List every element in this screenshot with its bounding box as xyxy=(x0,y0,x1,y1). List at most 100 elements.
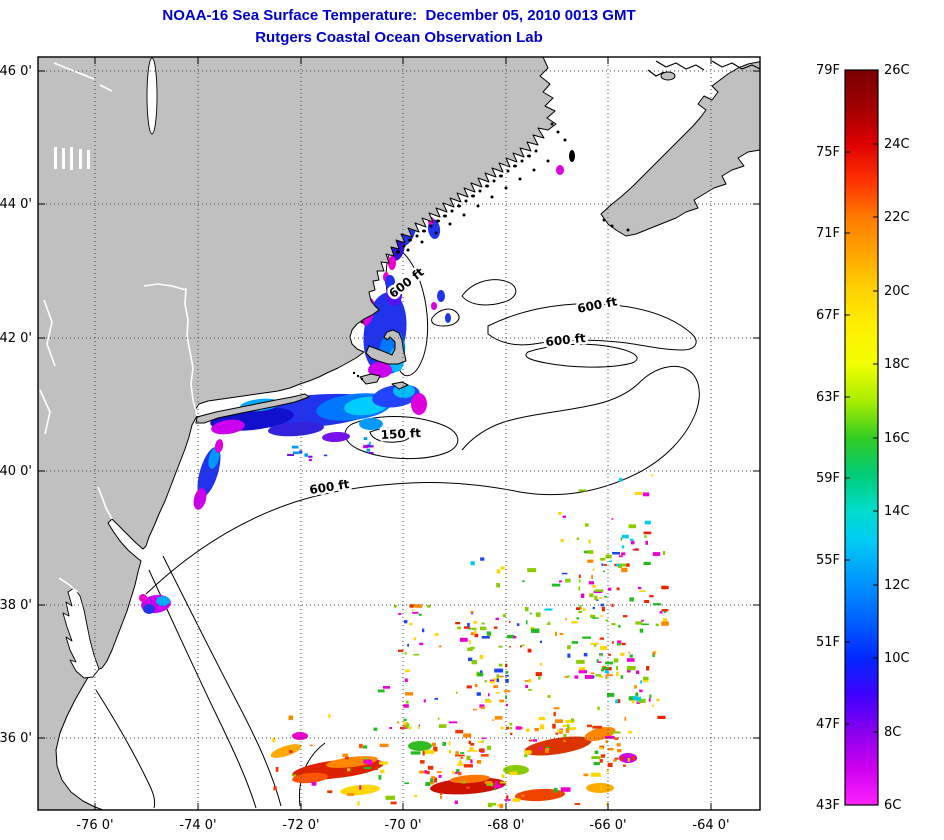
land-masses xyxy=(38,57,760,810)
island-dot xyxy=(490,195,494,199)
colorbar-f-label: 71F xyxy=(816,226,840,241)
sst-patch xyxy=(359,418,383,430)
finger-lake xyxy=(70,147,73,170)
sst-patch xyxy=(193,488,207,510)
island-dot xyxy=(563,138,567,142)
lake-champlain xyxy=(146,57,158,135)
island-dot xyxy=(360,377,364,381)
island-dot xyxy=(518,177,522,181)
colorbar-c-label: 10C xyxy=(884,651,910,666)
sst-patch xyxy=(445,313,451,323)
sst-patch xyxy=(214,439,224,453)
island-dot xyxy=(546,159,550,163)
colorbar-c-label: 20C xyxy=(884,284,910,299)
sst-patch xyxy=(388,256,396,270)
x-axis-labels: -76 0' -74 0' -72 0' -70 0' -68 0' -66 0' -64 … xyxy=(76,818,729,833)
coastline-fragment xyxy=(711,60,760,70)
island-dot xyxy=(506,169,510,173)
island-dot xyxy=(626,228,630,232)
x-tick-label: -64 0' xyxy=(692,818,729,833)
colorbar-ticks xyxy=(845,69,878,806)
colorbar-f-label: 63F xyxy=(816,390,840,405)
latlon-grid xyxy=(38,57,760,810)
x-tick-label: -66 0' xyxy=(589,818,626,833)
contour-depth-label: 150 ft xyxy=(380,426,421,442)
island-dot xyxy=(457,204,461,208)
island-dot xyxy=(485,184,489,188)
colorbar-c-label: 16C xyxy=(884,431,910,446)
island-dot xyxy=(443,214,447,218)
colorbar-f-label: 55F xyxy=(816,553,840,568)
y-axis-labels: 46 0' 44 0' 42 0' 40 0' 38 0' 36 0' xyxy=(0,64,32,746)
y-tick-label: 46 0' xyxy=(0,64,32,79)
river xyxy=(99,84,113,92)
x-tick-label: -74 0' xyxy=(179,818,216,833)
island-dot xyxy=(415,234,419,238)
x-tick-label: -76 0' xyxy=(76,818,113,833)
finger-lake xyxy=(54,147,57,169)
map-title: NOAA-16 Sea Surface Temperature: Decembe… xyxy=(162,7,636,24)
sst-patch xyxy=(156,596,170,606)
colorbar-c-label: 12C xyxy=(884,578,910,593)
y-tick-label: 42 0' xyxy=(0,331,32,346)
bathymetry-contours xyxy=(95,245,700,809)
island-dot xyxy=(436,219,440,223)
island-dot xyxy=(420,240,424,244)
island-dot xyxy=(429,224,433,228)
map-subtitle: Rutgers Coastal Ocean Observation Lab xyxy=(255,29,543,46)
island-dot xyxy=(527,154,531,158)
sst-patch xyxy=(340,784,380,796)
y-tick-label: 38 0' xyxy=(0,598,32,613)
colorbar-f-label: 47F xyxy=(816,717,840,732)
island-dot xyxy=(434,231,438,235)
river xyxy=(39,389,51,435)
island-dot xyxy=(464,199,468,203)
island-dot xyxy=(556,130,560,134)
island-dot xyxy=(462,213,466,217)
sst-patch xyxy=(385,275,395,289)
sst-patch xyxy=(139,594,147,602)
colorbar-gradient xyxy=(844,69,879,806)
sst-patch xyxy=(292,732,308,740)
sst-patch xyxy=(386,284,402,306)
sst-patch xyxy=(292,772,328,784)
nova-scotia xyxy=(600,61,760,237)
island-dot xyxy=(492,179,496,183)
sst-patch xyxy=(586,783,614,793)
potomac-river xyxy=(58,577,79,593)
island-dot xyxy=(450,209,454,213)
cape-cod xyxy=(365,329,407,365)
y-tick-label: 40 0' xyxy=(0,464,32,479)
delaware-river xyxy=(97,486,113,520)
sst-patch xyxy=(368,362,392,378)
x-tick-label: -72 0' xyxy=(282,818,319,833)
island-dot xyxy=(356,374,360,378)
header: NOAA-16 Sea Surface Temperature: Decembe… xyxy=(38,5,760,49)
sst-patch xyxy=(450,774,490,784)
island-dot xyxy=(534,149,538,153)
colorbar-c-label: 22C xyxy=(884,210,910,225)
coastal-islands xyxy=(352,122,630,381)
sst-patch xyxy=(556,165,564,175)
colorbar-fahrenheit-labels: 79F 75F 71F 67F 63F 59F 55F 51F 47F 43F xyxy=(816,63,840,813)
coastline-fragment xyxy=(655,60,705,71)
sst-patch xyxy=(408,741,432,751)
island-dot xyxy=(610,224,614,228)
colorbar-c-label: 6C xyxy=(884,798,901,813)
colorbar-c-label: 24C xyxy=(884,137,910,152)
colorbar-f-label: 75F xyxy=(816,145,840,160)
mohawk-river xyxy=(143,283,187,291)
sst-patch xyxy=(270,744,302,758)
island-dot xyxy=(422,229,426,233)
sst-patch xyxy=(524,736,592,756)
sst-patch xyxy=(431,302,437,310)
axis-ticks xyxy=(38,57,760,810)
colorbar: 79F 75F 71F 67F 63F 59F 55F 51F 47F 43F 26C 24C 22C… xyxy=(816,63,910,813)
island-dot xyxy=(569,150,575,162)
contour-depth-label: 600 ft xyxy=(545,331,587,349)
island-dot xyxy=(499,174,503,178)
long-island xyxy=(195,393,310,424)
x-tick-label: -70 0' xyxy=(384,818,421,833)
colorbar-c-label: 8C xyxy=(884,725,901,740)
